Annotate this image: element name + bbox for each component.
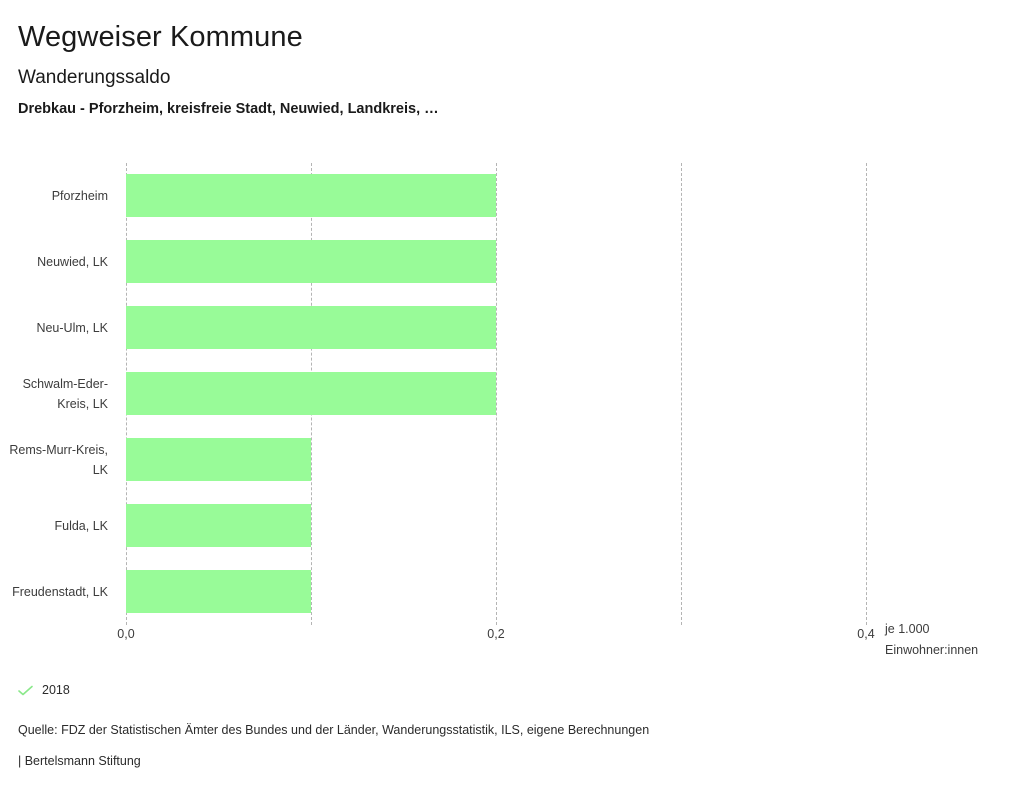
gridline <box>496 163 497 625</box>
x-axis-tick: 0,0 <box>117 627 135 641</box>
gridline <box>681 163 682 625</box>
x-axis-unit: je 1.000 Einwohner:innen <box>885 619 978 661</box>
y-axis-label: Freudenstadt, LK <box>12 585 108 599</box>
bars-group <box>126 163 866 625</box>
plot-area <box>126 163 867 625</box>
x-axis-unit-line1: je 1.000 <box>885 622 930 636</box>
bar[interactable] <box>126 438 311 481</box>
check-icon <box>18 685 33 696</box>
chart-area: Pforzheim Neuwied, LK Neu-Ulm, LK Schwalm-E… <box>0 155 1024 635</box>
bar[interactable] <box>126 504 311 547</box>
legend-item-label: 2018 <box>42 683 70 697</box>
x-axis-tick: 0,4 <box>857 627 875 641</box>
y-axis-label: Pforzheim <box>51 189 108 203</box>
chart-legend[interactable]: 2018 <box>18 683 70 698</box>
chart-header: Wegweiser Kommune Wanderungssaldo Drebka… <box>18 0 1008 118</box>
bar[interactable] <box>126 372 496 415</box>
bar-row <box>126 559 866 625</box>
source-text: Quelle: FDZ der Statistischen Ämter des … <box>18 723 650 737</box>
bar-row <box>126 427 866 493</box>
x-axis-unit-line2: Einwohner:innen <box>885 643 979 657</box>
x-axis: je 1.000 Einwohner:innen 0,0 0,2 0,4 <box>0 622 1024 687</box>
bar[interactable] <box>126 240 496 283</box>
bar[interactable] <box>126 306 496 349</box>
y-axis-labels: Pforzheim Neuwied, LK Neu-Ulm, LK Schwalm-E… <box>0 163 114 625</box>
bar-row <box>126 295 866 361</box>
bar-row <box>126 361 866 427</box>
publisher-text: | Bertelsmann Stiftung <box>18 754 141 768</box>
y-axis-label: Fulda, LK <box>54 519 108 533</box>
y-axis-label: Neu-Ulm, LK <box>36 321 108 335</box>
y-axis-label: Rems-Murr-Kreis, LK <box>9 443 108 477</box>
bar-row <box>126 229 866 295</box>
bar[interactable] <box>126 174 496 217</box>
y-axis-label: Schwalm-Eder-Kreis, LK <box>22 377 108 411</box>
bar-row <box>126 493 866 559</box>
bar-row <box>126 163 866 229</box>
chart-footer: Quelle: FDZ der Statistischen Ämter des … <box>18 722 1008 769</box>
chart-subtitle: Wanderungssaldo <box>18 67 171 88</box>
chart-selection-label: Drebkau - Pforzheim, kreisfreie Stadt, N… <box>18 101 439 117</box>
x-axis-tick: 0,2 <box>487 627 505 641</box>
bar[interactable] <box>126 570 311 613</box>
gridline <box>866 163 867 625</box>
y-axis-label: Neuwied, LK <box>37 255 108 269</box>
page-title: Wegweiser Kommune <box>18 21 303 53</box>
